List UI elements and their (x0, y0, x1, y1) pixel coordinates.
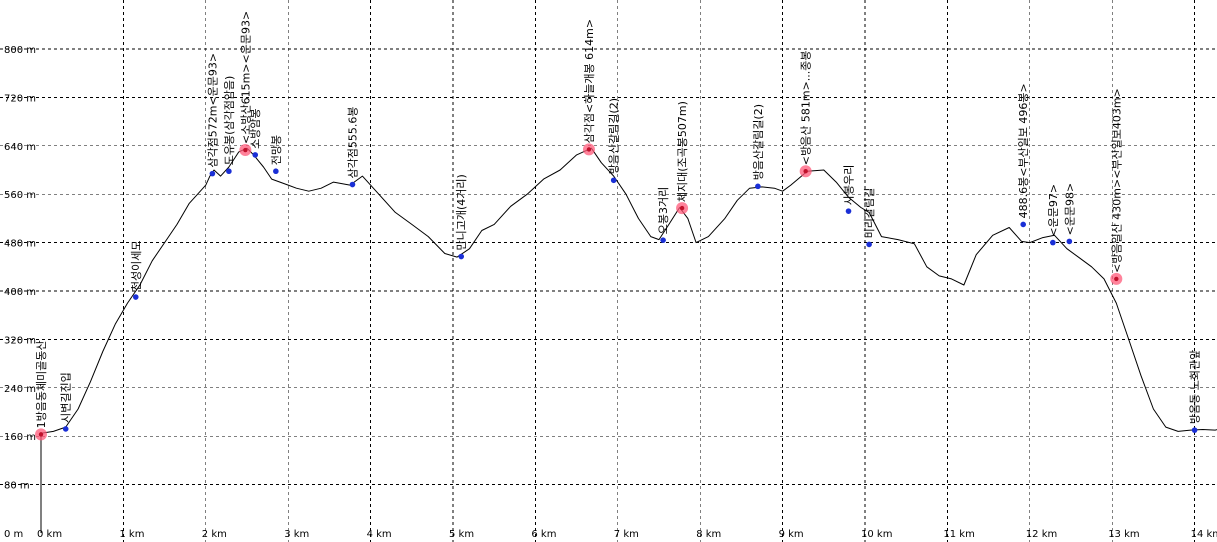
x-tick-label: 2 km (202, 529, 227, 540)
waypoint-marker (1020, 221, 1027, 228)
x-tick-label: 11 km (943, 529, 974, 540)
waypoint-layer: 1방음동체미골동산 시변길진입 천성이세모 삼각점572m<운문93> 도유봉(삼각점암… (35, 11, 1202, 441)
waypoint-label: 삼각점<하늘개봉 614m> (582, 19, 596, 143)
waypoint-label: 사봉우리 (843, 165, 856, 205)
y-tick-label: 640 m (4, 142, 36, 153)
waypoint-marker (866, 241, 872, 248)
waypoint-label: 체지대(조곡봉507m) (676, 101, 689, 202)
waypoint-marker (660, 237, 666, 243)
waypoint-marker (62, 426, 69, 432)
x-tick-label: 12 km (1026, 529, 1057, 540)
waypoint-marker (349, 181, 356, 188)
x-tick-label: 3 km (284, 529, 309, 540)
y-tick-label: 400 m (4, 287, 36, 298)
x-tick-label: 1 km (119, 529, 144, 540)
y-tick-label: 80 m (4, 481, 30, 492)
waypoint-marker (38, 432, 44, 437)
x-tick-label: 14 km (1191, 529, 1217, 540)
waypoint-marker (1191, 427, 1198, 433)
y-tick-label: 480 m (4, 239, 36, 250)
x-tick-label: 5 km (449, 529, 474, 540)
x-tick-label: 6 km (531, 529, 556, 540)
waypoint-label: <소방산615m><운문93> (239, 11, 252, 144)
waypoint-marker (1050, 239, 1056, 246)
waypoint-label: 삼각점572m<운문93> (206, 53, 219, 168)
waypoint-label: 전망봉 (270, 135, 283, 165)
y-tick-label: 720 m (4, 93, 36, 104)
waypoint-marker (273, 168, 279, 175)
waypoint-label: 488.6봉<부산일보 496봉> (1016, 83, 1030, 218)
waypoint-marker (243, 147, 248, 153)
waypoint-marker (1114, 276, 1119, 282)
waypoint-label: 시변길진입 (60, 372, 73, 423)
waypoint-label: 삼각점555.6봉 (347, 107, 360, 179)
waypoint-label: 소방암봉 (249, 108, 262, 148)
profile-line-layer (40, 147, 1217, 533)
y-tick-label: 320 m (4, 335, 36, 346)
waypoint-label: 비리갈림길 (862, 188, 876, 239)
waypoint-marker (679, 205, 685, 211)
waypoint-label: 방음동 노회관앞 (1189, 350, 1202, 424)
waypoint-marker (132, 294, 139, 300)
waypoint-marker (845, 208, 852, 214)
y-tick-label: 0 m (4, 529, 23, 540)
waypoint-marker (610, 177, 617, 184)
waypoint-marker (1066, 238, 1073, 245)
waypoint-label: <방음일산 430m><부산일보403m> (1109, 88, 1123, 273)
x-tick-label: 10 km (861, 529, 892, 540)
waypoint-marker (586, 147, 592, 152)
y-tick-label: 160 m (4, 432, 36, 443)
waypoint-marker (755, 183, 761, 190)
waypoint-marker (458, 253, 465, 260)
x-tick-label: 0 km (37, 529, 62, 540)
y-tick-label: 560 m (4, 190, 36, 201)
waypoint-label: 도유봉(삼각점암음) (223, 76, 236, 166)
y-tick-label: 800 m (4, 45, 36, 56)
y-tick-label: 240 m (4, 384, 36, 395)
waypoint-label: 방음산갈림길(2) (607, 98, 621, 174)
waypoint-label: 방음산갈림길(2) (751, 104, 765, 180)
waypoint-marker (252, 152, 259, 158)
x-tick-label: 9 km (779, 529, 804, 540)
x-tick-label: 13 km (1108, 529, 1139, 540)
waypoint-label: <운문97> (1047, 184, 1060, 237)
waypoint-marker (226, 168, 232, 175)
waypoint-label: 만니고개(4거리) (455, 174, 468, 250)
elevation-profile-line (40, 147, 1217, 434)
waypoint-label: 1방음동체미골동산 (35, 340, 48, 428)
waypoint-marker (209, 170, 216, 177)
waypoint-label: 오봉3거리 (657, 187, 670, 234)
waypoint-label: 천성이세모 (129, 240, 143, 291)
axis-ticks: 0 m 80 m 160 m 240 m 320 m 400 m 480 m 560 m 640… (4, 45, 1217, 540)
x-tick-label: 8 km (696, 529, 721, 540)
x-tick-label: 4 km (367, 529, 392, 540)
waypoint-label: <방음산 581m>...종봉 (800, 50, 813, 165)
x-tick-label: 7 km (614, 529, 639, 540)
waypoint-marker (803, 169, 808, 174)
waypoint-label: <운문98> (1063, 183, 1076, 236)
